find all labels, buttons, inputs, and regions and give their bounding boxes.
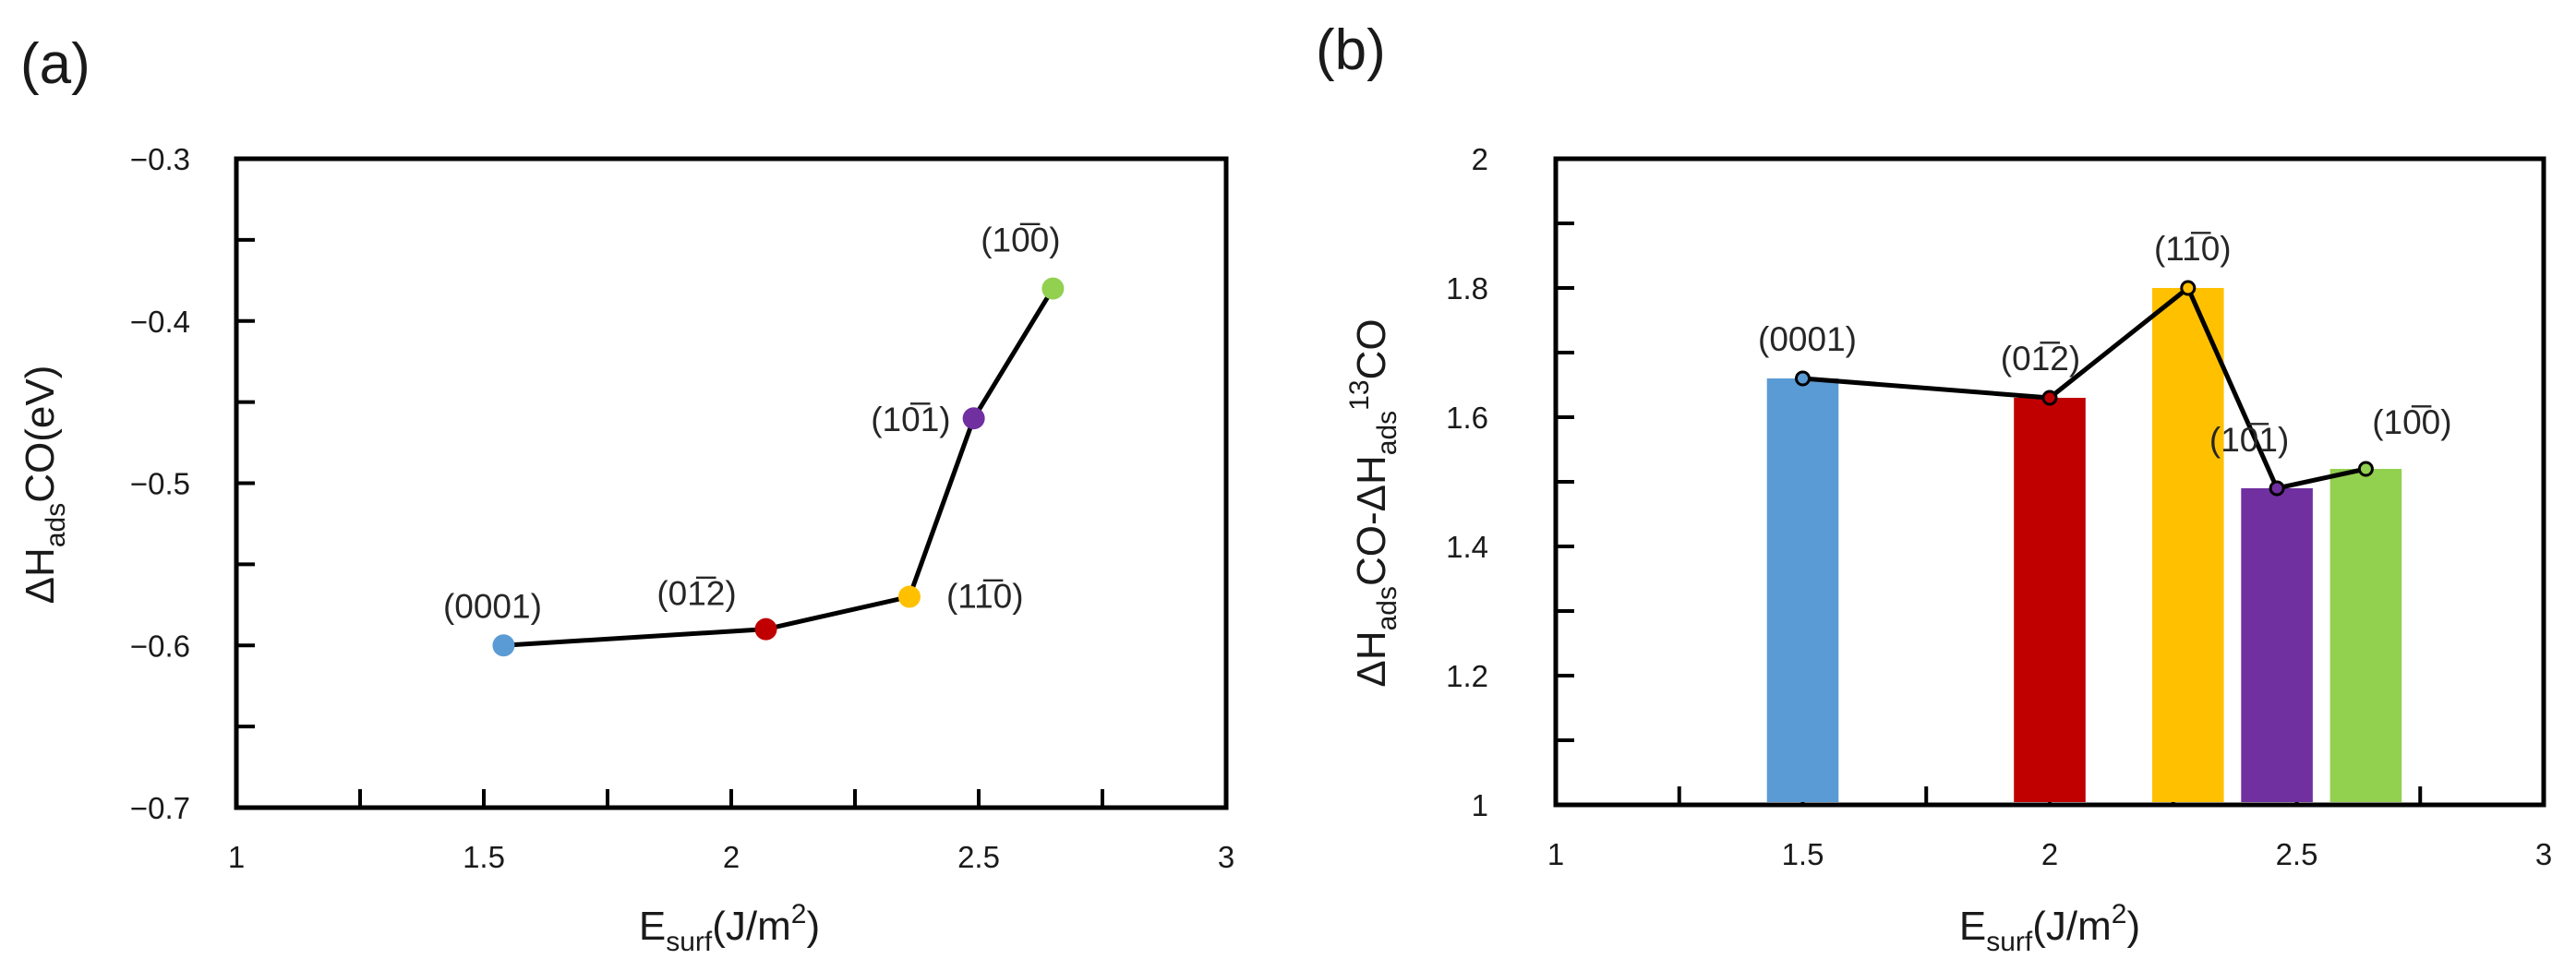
panel-b-x-axis-label: Esurf(J/m2) bbox=[1959, 899, 2140, 957]
panel-b-data-point bbox=[2180, 280, 2197, 296]
panel-b-x-tick-label: 1.5 bbox=[1782, 837, 1824, 871]
panel-b-y-tick-label: 1.6 bbox=[1446, 401, 1488, 435]
panel-b-data-point bbox=[2269, 480, 2285, 497]
panel-b-bar-label: (11̅0) bbox=[2154, 230, 2232, 268]
panel-a-y-tick-label: −0.5 bbox=[130, 467, 190, 501]
panel-b-y-tick-label: 1.8 bbox=[1446, 271, 1488, 306]
panel-a-data-point bbox=[492, 634, 515, 657]
panel-b-x-tick-label: 2.5 bbox=[2276, 837, 2318, 871]
panel-b-data-point bbox=[1795, 370, 1811, 387]
panel-b-y-tick-label: 1.4 bbox=[1446, 530, 1488, 564]
panel-a-point-label: (01̅2) bbox=[656, 575, 736, 613]
panel-b-bar bbox=[2152, 288, 2224, 802]
panel-b-y-tick-label: 1.2 bbox=[1446, 659, 1488, 693]
panel-a-x-tick-label: 3 bbox=[1218, 840, 1234, 874]
panel-b-data-point bbox=[2041, 390, 2058, 406]
panel-b-x-tick-label: 3 bbox=[2535, 837, 2552, 871]
panel-b-bar-label: (01̅2) bbox=[2001, 340, 2080, 378]
panel-a-x-tick-label: 2 bbox=[723, 840, 740, 874]
panel-a-y-tick-label: −0.7 bbox=[130, 791, 190, 825]
panel-b-x-tick-label: 1 bbox=[1547, 837, 1564, 871]
panel-a-plot-frame bbox=[234, 156, 1229, 810]
panel-b: (b) 1 1.5 2 2.5 3 1 1.2 1.4 1.6 1.8 2 (0001) (01̅2)… bbox=[1316, 18, 2552, 957]
panel-a-x-tick-label: 1 bbox=[228, 840, 245, 874]
panel-b-bar bbox=[2014, 398, 2086, 802]
panel-a-y-axis-label: ΔHadsCO(eV) bbox=[18, 366, 71, 605]
panel-a-data-point bbox=[962, 407, 985, 430]
panel-a-y-tick-label: −0.6 bbox=[130, 629, 190, 663]
panel-b-y-axis-label: ΔHadsCO-ΔHads13CO bbox=[1344, 318, 1402, 687]
panel-a-x-axis-label: Esurf(J/m2) bbox=[639, 899, 820, 957]
panel-b-bar-label: (0001) bbox=[1758, 320, 1857, 358]
panel-a-x-tick-label: 2.5 bbox=[957, 840, 1000, 874]
panel-b-y-tick-label: 2 bbox=[1472, 142, 1488, 176]
panel-b-bar bbox=[2241, 488, 2313, 802]
panel-a-point-label: (10̅1) bbox=[871, 401, 950, 438]
panel-a-y-tick-label: −0.4 bbox=[130, 305, 190, 339]
panel-b-data-point bbox=[2357, 461, 2374, 477]
panel-b-bar bbox=[1766, 378, 1839, 802]
panel-a-x-tick-label: 1.5 bbox=[463, 840, 505, 874]
panel-b-label: (b) bbox=[1316, 18, 1386, 82]
panel-a-data-point bbox=[1041, 277, 1065, 300]
panel-b-bar bbox=[2329, 469, 2402, 802]
panel-a: (a) 1 1.5 2 2.5 3 −0.7 −0.6 −0.5 −0.4 −0.3 (0001)… bbox=[18, 32, 1234, 957]
panel-a-label: (a) bbox=[20, 32, 90, 96]
panel-b-bar-label: (10̅1) bbox=[2209, 421, 2289, 459]
panel-b-bar-label: (10̅0) bbox=[2372, 403, 2451, 441]
panel-a-data-point bbox=[897, 585, 921, 608]
panel-a-point-label: (11̅0) bbox=[946, 578, 1024, 616]
panel-a-point-label: (10̅0) bbox=[981, 222, 1060, 259]
panel-b-x-tick-label: 2 bbox=[2041, 837, 2058, 871]
panel-a-point-label: (0001) bbox=[443, 587, 542, 625]
panel-a-data-point bbox=[754, 617, 777, 641]
panel-b-y-tick-label: 1 bbox=[1472, 788, 1488, 822]
panel-a-y-tick-label: −0.3 bbox=[130, 142, 190, 176]
